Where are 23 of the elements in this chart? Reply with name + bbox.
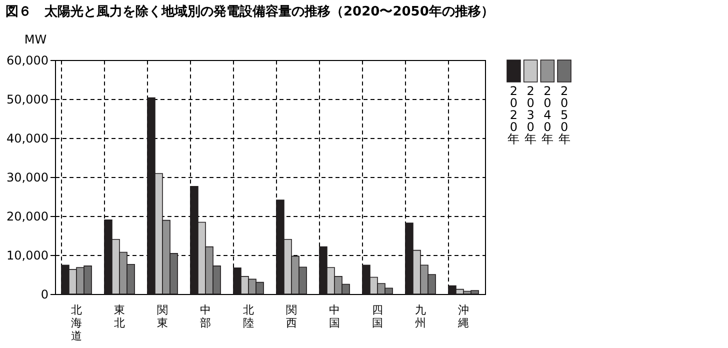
x-tick-label: 北陸	[243, 304, 254, 330]
y-tick-label: 10,000	[6, 248, 48, 262]
y-tick-label: 20,000	[6, 210, 48, 224]
x-tick-label: 中国	[329, 304, 340, 330]
y-tick-label: 60,000	[6, 54, 48, 68]
legend-label: 2030年	[524, 84, 537, 146]
legend-label: 2050年	[558, 84, 570, 146]
chart-title: 図６ 太陽光と風力を除く地域別の発電設備容量の推移（2020〜2050年の推移）	[6, 4, 494, 20]
legend-label: 2040年	[541, 84, 554, 146]
y-tick-label: 30,000	[6, 170, 48, 184]
x-tick-label: 九州	[415, 304, 426, 330]
y-axis-title: MW	[24, 32, 47, 46]
x-tick-label: 沖縄	[457, 304, 469, 330]
x-tick-label: 中部	[200, 304, 211, 330]
y-tick-label: 40,000	[6, 132, 48, 146]
legend-label: 2020年	[508, 84, 520, 146]
x-tick-label: 四国	[372, 304, 383, 330]
y-tick-label: 50,000	[6, 92, 48, 106]
y-tick-label: 0	[40, 288, 48, 302]
x-tick-label: 関西	[286, 304, 297, 330]
x-tick-label: 関東	[157, 304, 168, 330]
x-tick-label: 北海道	[71, 304, 82, 342]
x-tick-label: 東北	[114, 304, 125, 330]
